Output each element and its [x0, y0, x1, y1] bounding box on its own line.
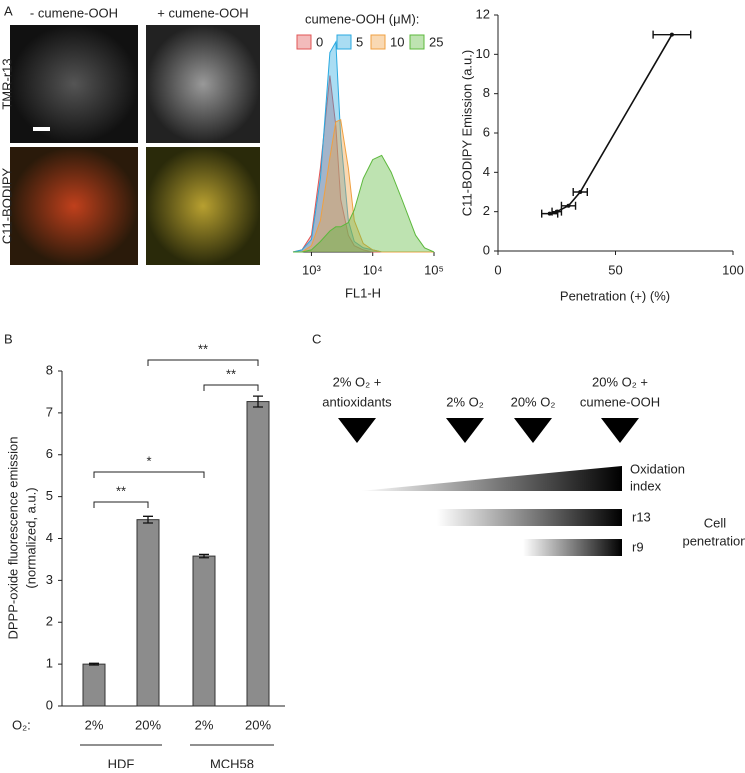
y-tick-label: 6: [483, 124, 490, 139]
oxidation-label: Oxidation: [630, 461, 685, 476]
significance-bracket: [93, 471, 205, 478]
y-tick-label: 6: [46, 446, 53, 461]
condition-label: cumene-OOH: [580, 394, 660, 409]
arrowhead: [514, 418, 552, 443]
y-tick-label: 4: [483, 164, 490, 179]
x-tick-label: 2%: [195, 717, 214, 732]
condition-label: 20% O₂ +: [592, 374, 648, 389]
error-bar: [199, 553, 209, 559]
error-bar: [253, 395, 263, 408]
error-bar: [143, 515, 153, 524]
x-tick-label: 10⁴: [363, 262, 383, 277]
data-point: [547, 211, 552, 216]
arrowhead: [601, 418, 639, 443]
significance-label: **: [226, 366, 236, 381]
panel-label: C: [312, 331, 321, 346]
oxidation-wedge: [360, 466, 622, 491]
significance-label: **: [198, 341, 208, 356]
y-tick-label: 3: [46, 572, 53, 587]
y-axis-label: C11-BODIPY Emission (a.u.): [459, 50, 474, 216]
image-row-label: C11-BODIPY: [0, 168, 14, 245]
condition-label: antioxidants: [322, 394, 392, 409]
significance-bracket: [93, 501, 149, 508]
significance-label: **: [116, 483, 126, 498]
condition-label: 20% O₂: [511, 394, 556, 409]
data-point: [578, 190, 583, 194]
condition-label: O₂:: [12, 717, 31, 732]
legend-swatch: [409, 34, 425, 50]
condition-label: 2% O₂: [446, 394, 484, 409]
y-tick-label: 12: [476, 6, 490, 21]
image-row-label: TMR-r13: [0, 58, 14, 109]
micrograph: [10, 147, 138, 265]
y-tick-label: 0: [46, 697, 53, 712]
legend-label: 5: [356, 34, 363, 49]
bar: [82, 663, 106, 707]
data-point: [669, 32, 674, 37]
significance-bracket: [147, 359, 259, 366]
y-axis-label: (normalized, a.u.): [23, 487, 38, 588]
x-tick-label: 0: [494, 262, 501, 277]
condition-label: 2% O₂ +: [333, 374, 382, 389]
legend-label: 10: [390, 34, 404, 49]
y-tick-label: 2: [483, 203, 490, 218]
r13-bar: [437, 509, 622, 526]
y-tick-label: 10: [476, 46, 490, 61]
micrograph: [10, 25, 138, 143]
peptide-label: r9: [632, 539, 644, 554]
histogram-area: [293, 154, 435, 253]
group-label: MCH58: [210, 756, 254, 768]
legend-title: cumene-OOH (μM):: [305, 11, 419, 26]
x-axis-label: FL1-H: [345, 285, 381, 300]
bar: [136, 519, 160, 707]
scale-bar: [33, 127, 50, 131]
y-tick-label: 8: [46, 362, 53, 377]
y-tick-label: 4: [46, 530, 53, 545]
legend-label: 25: [429, 34, 443, 49]
significance-label: *: [146, 453, 151, 468]
micrograph: [146, 147, 260, 265]
x-axis-label: Penetration (+) (%): [560, 288, 670, 303]
data-point: [566, 203, 571, 208]
legend-label: 0: [316, 34, 323, 49]
panel-label: B: [4, 331, 13, 346]
bar: [246, 401, 270, 707]
micrograph: [146, 25, 260, 143]
group-label: HDF: [108, 756, 135, 768]
y-tick-label: 5: [46, 488, 53, 503]
x-tick-label: 10³: [302, 262, 321, 277]
panel-label: A: [4, 3, 13, 18]
image-column-label: - cumene-OOH: [30, 5, 118, 20]
penetration-label: Cell: [704, 515, 727, 530]
x-tick-label: 20%: [135, 717, 161, 732]
histogram-area: [293, 118, 434, 253]
penetration-label: penetration: [682, 533, 745, 548]
x-tick-label: 20%: [245, 717, 271, 732]
significance-bracket: [203, 384, 259, 391]
image-column-label: + cumene-OOH: [157, 5, 248, 20]
x-tick-label: 50: [608, 262, 622, 277]
r9-bar: [523, 539, 622, 556]
y-tick-label: 7: [46, 404, 53, 419]
oxidation-label: index: [630, 478, 662, 493]
data-point: [554, 209, 559, 214]
legend-swatch: [370, 34, 386, 50]
x-tick-label: 100: [722, 262, 744, 277]
peptide-label: r13: [632, 509, 651, 524]
y-tick-label: 1: [46, 656, 53, 671]
x-tick-label: 2%: [85, 717, 104, 732]
bar: [192, 555, 216, 707]
y-axis-label: DPPP-oxide fluorescence emission: [5, 436, 20, 639]
y-tick-label: 0: [483, 242, 490, 257]
arrowhead: [446, 418, 484, 443]
legend-swatch: [336, 34, 352, 50]
error-bar: [89, 662, 99, 666]
legend-swatch: [296, 34, 312, 50]
x-tick-label: 10⁵: [424, 262, 444, 277]
data-line: [549, 34, 673, 215]
arrowhead: [338, 418, 376, 443]
y-tick-label: 8: [483, 85, 490, 100]
y-tick-label: 2: [46, 614, 53, 629]
